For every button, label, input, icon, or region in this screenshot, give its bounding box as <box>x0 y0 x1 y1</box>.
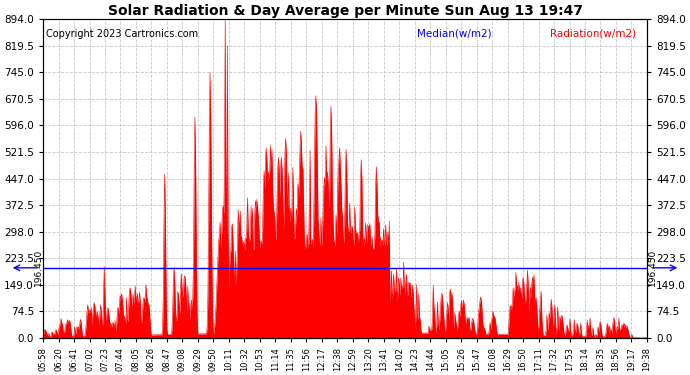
Text: Copyright 2023 Cartronics.com: Copyright 2023 Cartronics.com <box>46 29 198 39</box>
Text: 196.450: 196.450 <box>34 249 43 286</box>
Text: Radiation(w/m2): Radiation(w/m2) <box>551 29 636 39</box>
Title: Solar Radiation & Day Average per Minute Sun Aug 13 19:47: Solar Radiation & Day Average per Minute… <box>108 4 582 18</box>
Text: 196.450: 196.450 <box>647 249 656 286</box>
Text: Median(w/m2): Median(w/m2) <box>417 29 492 39</box>
